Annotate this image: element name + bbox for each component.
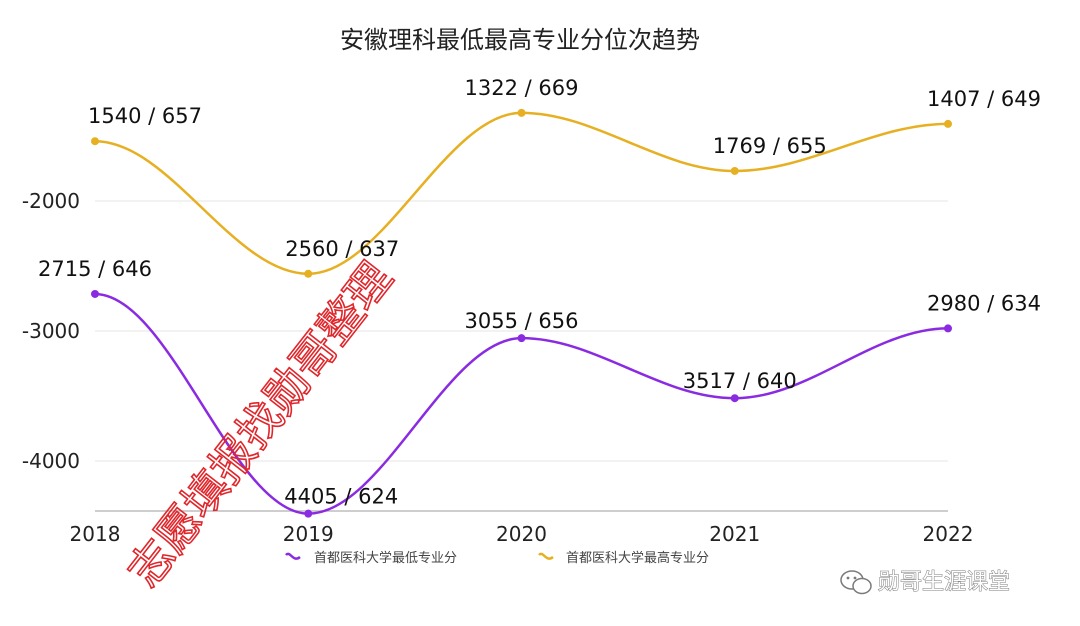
data-point[interactable] (91, 137, 99, 146)
brand: 勋哥生涯课堂 (840, 570, 1011, 596)
y-tick-label: -2000 (22, 189, 80, 213)
legend-swatch-min (285, 552, 301, 560)
x-axis: 2018 2019 2020 2021 2022 (70, 510, 974, 546)
data-label: 3517 / 640 (683, 369, 797, 393)
data-label: 3055 / 656 (465, 309, 579, 333)
x-tick-label: 2022 (923, 522, 974, 546)
data-label: 1322 / 669 (465, 76, 579, 100)
legend-label-min: 首都医科大学最低专业分 (314, 550, 457, 566)
data-label: 1769 / 655 (713, 134, 827, 158)
data-point[interactable] (91, 289, 99, 298)
data-point[interactable] (517, 108, 526, 117)
legend-label-max: 首都医科大学最高专业分 (566, 550, 709, 566)
chart-title: 安徽理科最低最高专业分位次趋势 (340, 26, 700, 54)
data-point[interactable] (517, 334, 526, 343)
x-tick-label: 2019 (283, 522, 334, 546)
watermark-text: 志愿填报找勋哥整理 (118, 253, 402, 596)
data-point[interactable] (730, 166, 739, 175)
data-point[interactable] (944, 119, 952, 128)
series-line-0 (94, 292, 949, 515)
data-label: 4405 / 624 (284, 485, 398, 509)
data-label: 2980 / 634 (927, 291, 1041, 315)
data-point[interactable] (304, 509, 313, 518)
legend[interactable]: 首都医科大学最低专业分 首都医科大学最高专业分 (285, 550, 709, 566)
data-point[interactable] (304, 269, 313, 278)
wechat-icon (840, 570, 872, 595)
data-label: 1540 / 657 (88, 104, 202, 128)
data-label: 2715 / 646 (38, 257, 152, 281)
data-point[interactable] (730, 394, 739, 403)
data-label: 2560 / 637 (285, 237, 399, 261)
legend-swatch-max (538, 552, 554, 560)
watermark: 志愿填报找勋哥整理 (118, 253, 404, 598)
x-tick-label: 2021 (709, 522, 760, 546)
data-label: 1407 / 649 (927, 87, 1041, 111)
y-tick-label: -3000 (22, 319, 80, 343)
legend-item-max[interactable]: 首都医科大学最高专业分 (538, 550, 709, 566)
y-axis: -2000 -3000 -4000 (22, 189, 80, 473)
data-point[interactable] (944, 324, 952, 333)
legend-item-min[interactable]: 首都医科大学最低专业分 (285, 550, 457, 566)
grid (95, 200, 948, 462)
x-tick-label: 2020 (496, 522, 547, 546)
x-tick-label: 2018 (70, 522, 121, 546)
series-line-1 (94, 111, 949, 276)
data-labels: 2715 / 646 4405 / 624 3055 / 656 3517 / 640… (38, 76, 1041, 509)
y-tick-label: -4000 (22, 449, 80, 473)
brand-text: 勋哥生涯课堂 (878, 570, 1010, 595)
series-group (91, 108, 952, 518)
